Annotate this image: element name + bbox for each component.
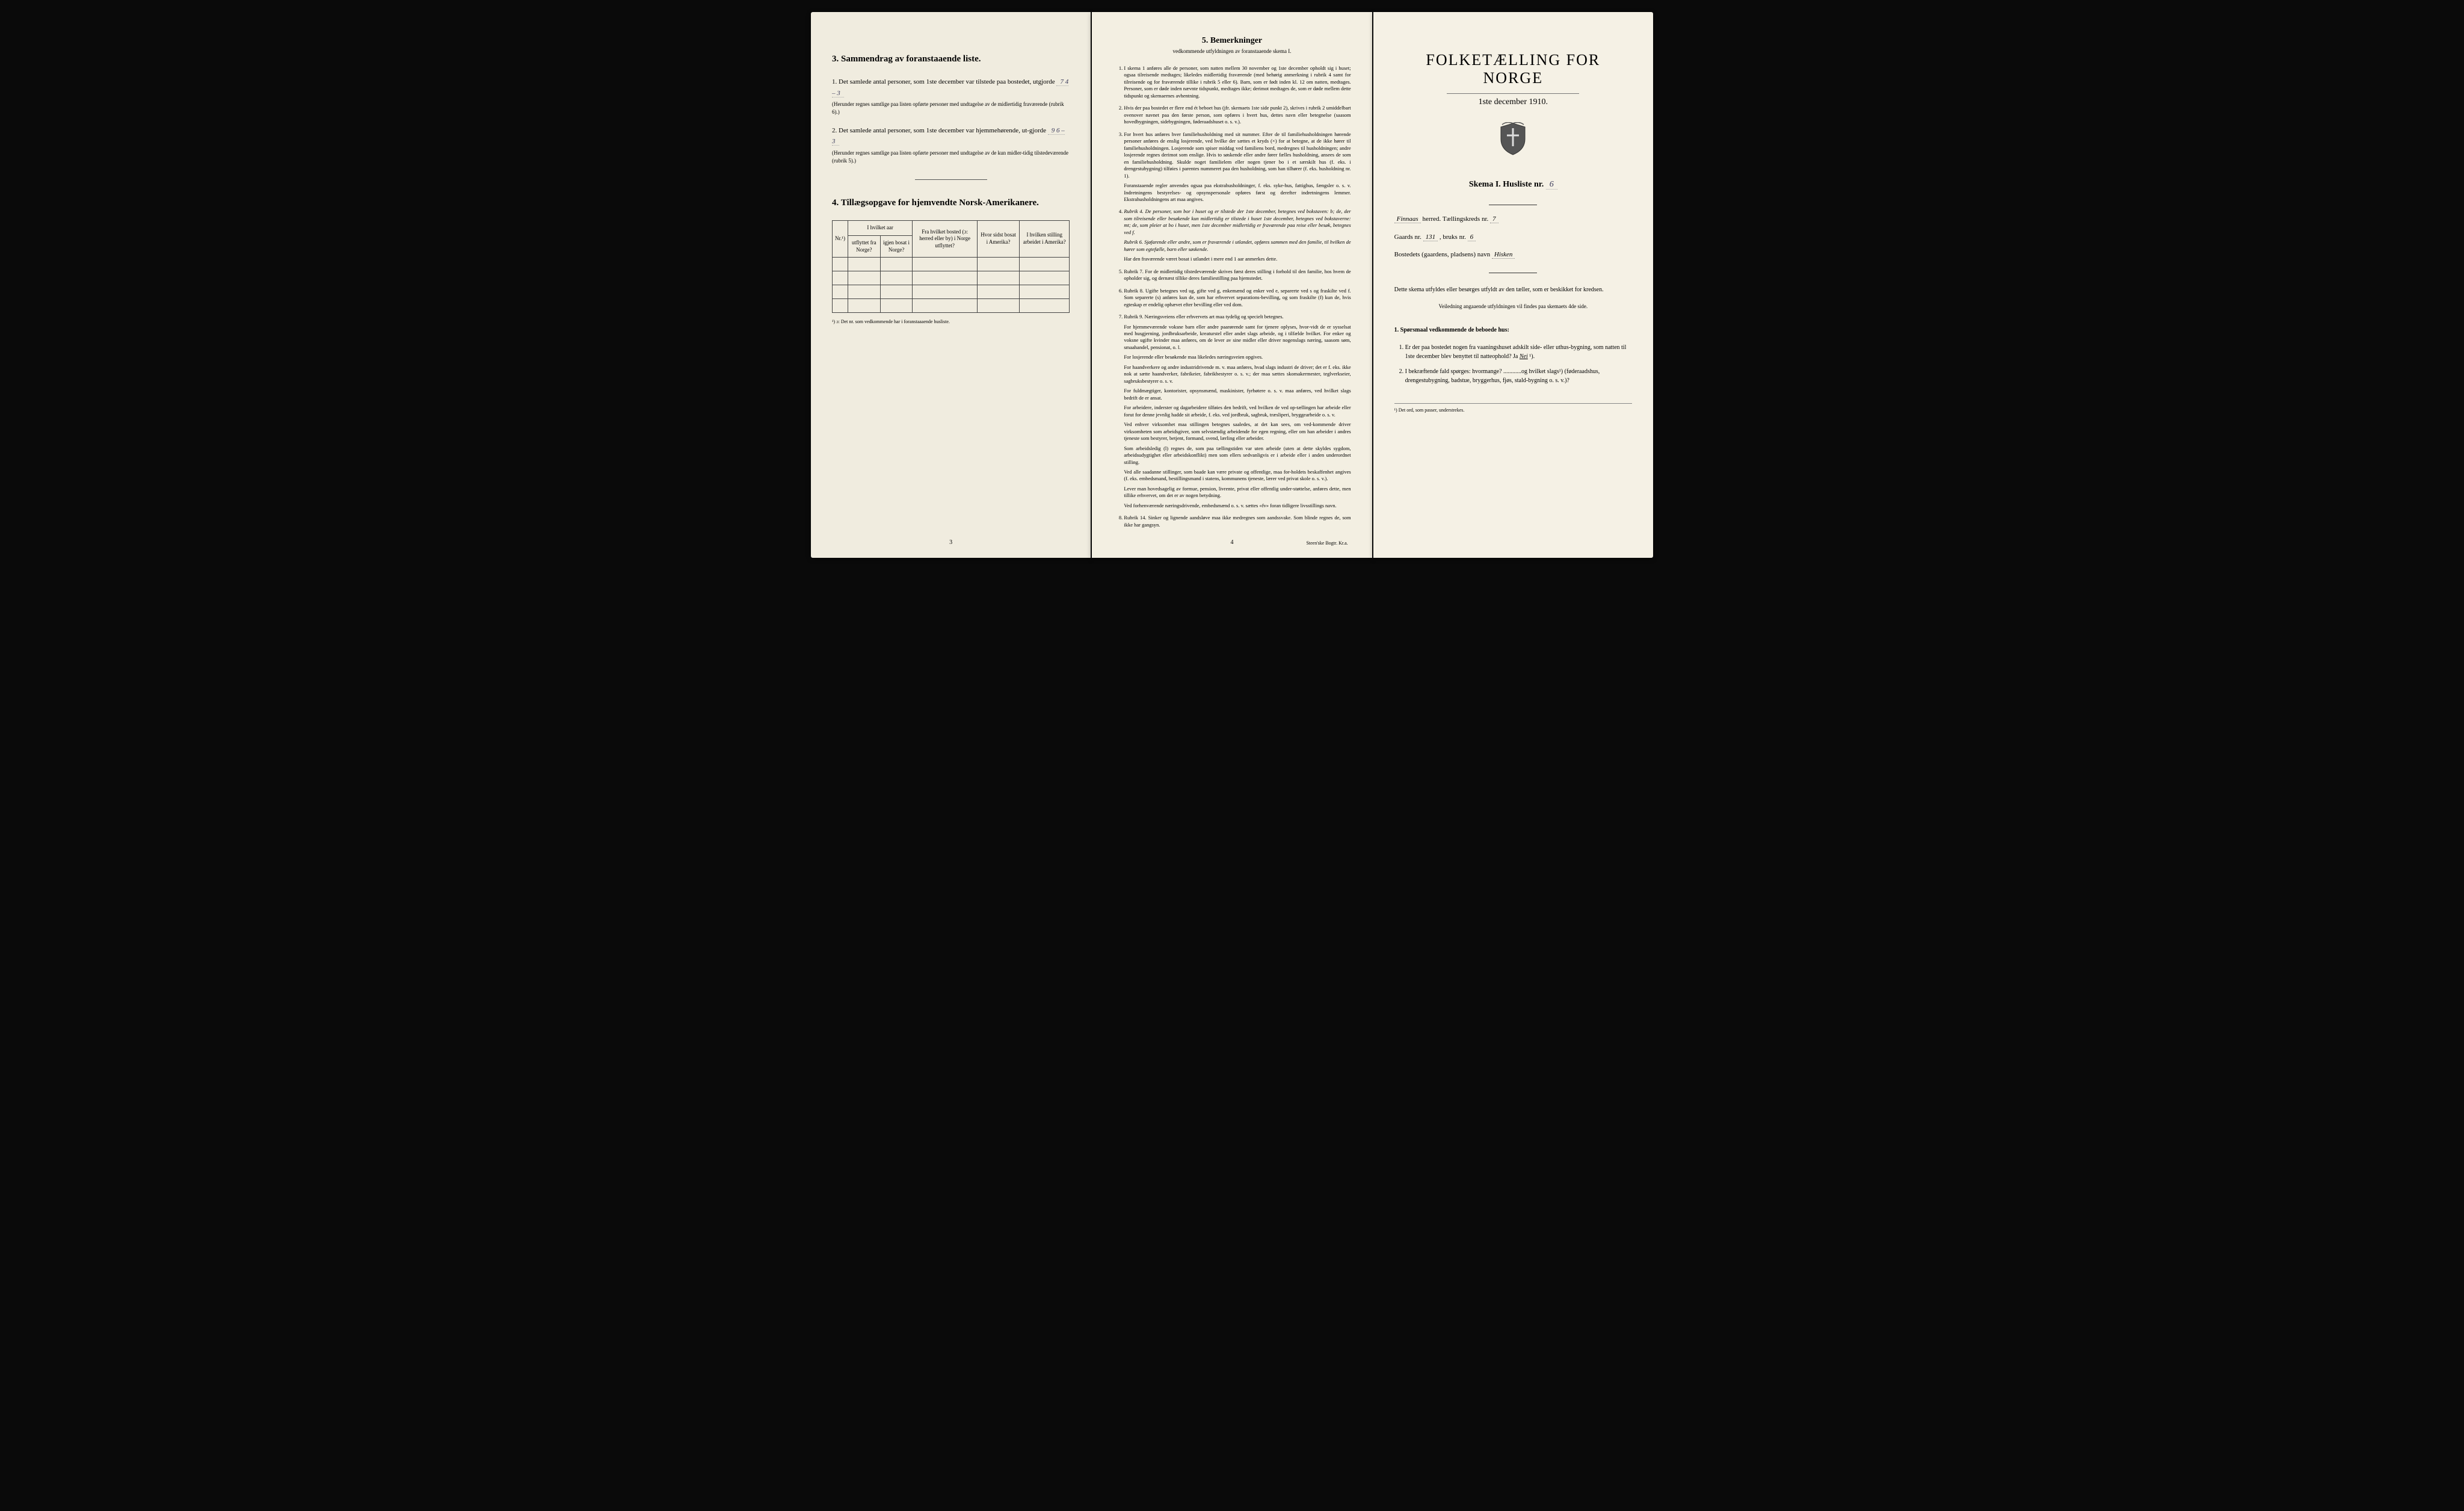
kreds-nr: 7: [1490, 215, 1498, 223]
col-emigrated: utflyttet fra Norge?: [848, 235, 880, 257]
remark-4: Rubrik 4. De personer, som bor i huset o…: [1124, 208, 1351, 262]
remark-6: Rubrik 8. Ugifte betegnes ved ug, gifte …: [1124, 288, 1351, 308]
gaards-nr: 131: [1423, 233, 1438, 241]
document-spread: 3. Sammendrag av foranstaaende liste. 1.…: [811, 12, 1653, 558]
bosted-value: Hisken: [1492, 251, 1515, 259]
summary-item-1: 1. Det samlede antal personer, som 1ste …: [832, 76, 1070, 116]
section-5-title: 5. Bemerkninger: [1113, 36, 1351, 46]
col-returned: igjen bosat i Norge?: [880, 235, 913, 257]
title-page: FOLKETÆLLING FOR NORGE 1ste december 191…: [1373, 12, 1653, 558]
table-footnote: ¹) ɔ: Det nr. som vedkommende har i fora…: [832, 319, 1070, 324]
bosted-line: Bostedets (gaardens, pladsens) navn Hisk…: [1394, 250, 1632, 261]
remark-1: I skema 1 anføres alle de personer, som …: [1124, 65, 1351, 99]
table-body: [833, 258, 1070, 313]
herred-value: Finnaas: [1394, 215, 1421, 223]
page-3: 3. Sammendrag av foranstaaende liste. 1.…: [811, 12, 1091, 558]
col-year-group: I hvilket aar: [848, 221, 912, 236]
question-header: 1. Spørsmaal vedkommende de beboede hus:: [1394, 326, 1632, 335]
table-row: [833, 299, 1070, 313]
remark-8: Rubrik 14. Sinker og lignende aandsløve …: [1124, 514, 1351, 528]
summary-item-2: 2. Det samlede antal personer, som 1ste …: [832, 125, 1070, 165]
instruction-sub: Veiledning angaaende utfyldningen vil fi…: [1394, 303, 1632, 311]
col-position: I hvilken stilling arbeidet i Amerika?: [1020, 221, 1070, 258]
skema-line: Skema I. Husliste nr. 6: [1394, 180, 1632, 190]
q1-answer: Nei: [1520, 353, 1528, 360]
section-5-subtitle: vedkommende utfyldningen av foranstaaend…: [1113, 48, 1351, 54]
printer-credit: Steen'ske Bogtr. Kr.a.: [1306, 540, 1348, 546]
census-date: 1ste december 1910.: [1394, 97, 1632, 107]
col-where: Hvor sidst bosat i Amerika?: [977, 221, 1019, 258]
husliste-nr: 6: [1546, 180, 1557, 190]
title-rule: [1447, 93, 1579, 94]
page-4: 5. Bemerkninger vedkommende utfyldningen…: [1092, 12, 1372, 558]
instruction: Dette skema utfyldes eller besørges utfy…: [1394, 285, 1632, 294]
table-row: [833, 285, 1070, 299]
page-number: 4: [1230, 539, 1233, 546]
gaards-line: Gaards nr. 131 , bruks nr. 6: [1394, 232, 1632, 243]
table-row: [833, 258, 1070, 271]
question-2: I bekræftende fald spørges: hvormange? .…: [1405, 367, 1632, 385]
divider: [915, 179, 987, 180]
item-num: 2.: [832, 127, 837, 134]
footnote: ¹) Det ord, som passer, understrekes.: [1394, 403, 1632, 413]
section-3-title: 3. Sammendrag av foranstaaende liste.: [832, 54, 1070, 64]
section-4-title: 4. Tillægsopgave for hjemvendte Norsk-Am…: [832, 198, 1070, 208]
page-number: 3: [949, 539, 952, 546]
emigrant-table: Nr.¹) I hvilket aar Fra hvilket bosted (…: [832, 220, 1070, 313]
col-nr: Nr.¹): [833, 221, 848, 258]
herred-line: Finnaas herred. Tællingskreds nr. 7: [1394, 214, 1632, 225]
col-from: Fra hvilket bosted (ɔ: herred eller by) …: [913, 221, 977, 258]
remark-7: Rubrik 9. Næringsveiens eller erhvervets…: [1124, 314, 1351, 509]
item-text: Det samlede antal personer, som 1ste dec…: [839, 78, 1055, 85]
remark-2: Hvis der paa bostedet er flere end ét be…: [1124, 105, 1351, 125]
main-title: FOLKETÆLLING FOR NORGE: [1394, 51, 1632, 87]
item-1-sub: (Herunder regnes samtlige paa listen opf…: [832, 100, 1070, 116]
bruks-nr: 6: [1468, 233, 1476, 241]
table-row: [833, 271, 1070, 285]
item-2-sub: (Herunder regnes samtlige paa listen opf…: [832, 149, 1070, 164]
question-1: Er der paa bostedet nogen fra vaaningshu…: [1405, 343, 1632, 361]
remark-5: Rubrik 7. For de midlertidig tilstedevær…: [1124, 268, 1351, 282]
item-num: 1.: [832, 78, 837, 85]
remarks-list: I skema 1 anføres alle de personer, som …: [1124, 65, 1351, 528]
remark-3: For hvert hus anføres hver familiehushol…: [1124, 131, 1351, 203]
coat-of-arms-icon: [1394, 122, 1632, 162]
item-text: Det samlede antal personer, som 1ste dec…: [839, 127, 1046, 134]
question-list: Er der paa bostedet nogen fra vaaningshu…: [1405, 343, 1632, 385]
